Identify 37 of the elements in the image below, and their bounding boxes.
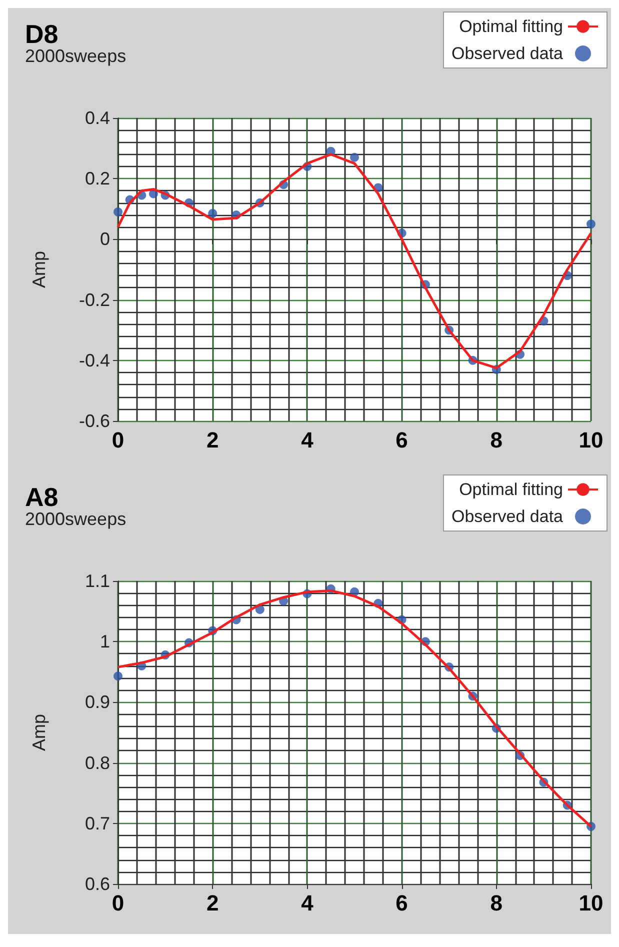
y-tick-label: 0.7 xyxy=(84,813,110,834)
x-tick-label: 6 xyxy=(396,890,408,916)
x-tick-label: 8 xyxy=(490,890,503,916)
chart-subtitle: 2000sweeps xyxy=(25,46,126,66)
y-tick-label: 0.2 xyxy=(84,168,110,189)
point xyxy=(350,152,359,162)
y-tick-label: 0.4 xyxy=(84,108,110,128)
y-tick-label: 1 xyxy=(100,632,110,652)
y-tick-label: -0.6 xyxy=(78,411,110,431)
chart-subtitle: 2000sweeps xyxy=(25,509,126,529)
point xyxy=(208,208,218,218)
legend-label: Observed data xyxy=(451,44,564,63)
y-tick-label: 0.6 xyxy=(84,874,110,894)
y-tick-label: -0.2 xyxy=(78,290,110,310)
point xyxy=(114,672,122,681)
x-tick-label: 6 xyxy=(396,428,408,452)
x-tick-label: 2 xyxy=(206,890,219,916)
legend-label: Optimal fitting xyxy=(459,480,563,499)
y-tick-label: 1.1 xyxy=(84,571,110,591)
x-tick-label: 8 xyxy=(490,428,503,452)
x-tick-label: 4 xyxy=(301,428,314,452)
y-tick-label: 0 xyxy=(100,229,110,250)
x-tick-label: 4 xyxy=(301,890,314,916)
point xyxy=(586,220,596,229)
legend-label: Observed data xyxy=(451,507,564,526)
chart-title: D8 xyxy=(25,19,58,49)
y-tick-label: -0.4 xyxy=(78,350,110,370)
y-axis-title: Amp xyxy=(29,714,49,752)
y-tick-label: 0.8 xyxy=(84,752,110,773)
chart-title: A8 xyxy=(25,482,58,512)
x-tick-label: 10 xyxy=(578,890,604,916)
y-tick-label: 0.9 xyxy=(84,692,110,712)
x-tick-label: 10 xyxy=(578,428,604,452)
y-axis-title: Amp xyxy=(29,250,49,288)
point xyxy=(114,207,122,216)
legend-label: Optimal fitting xyxy=(459,17,563,36)
x-tick-label: 2 xyxy=(206,428,219,452)
